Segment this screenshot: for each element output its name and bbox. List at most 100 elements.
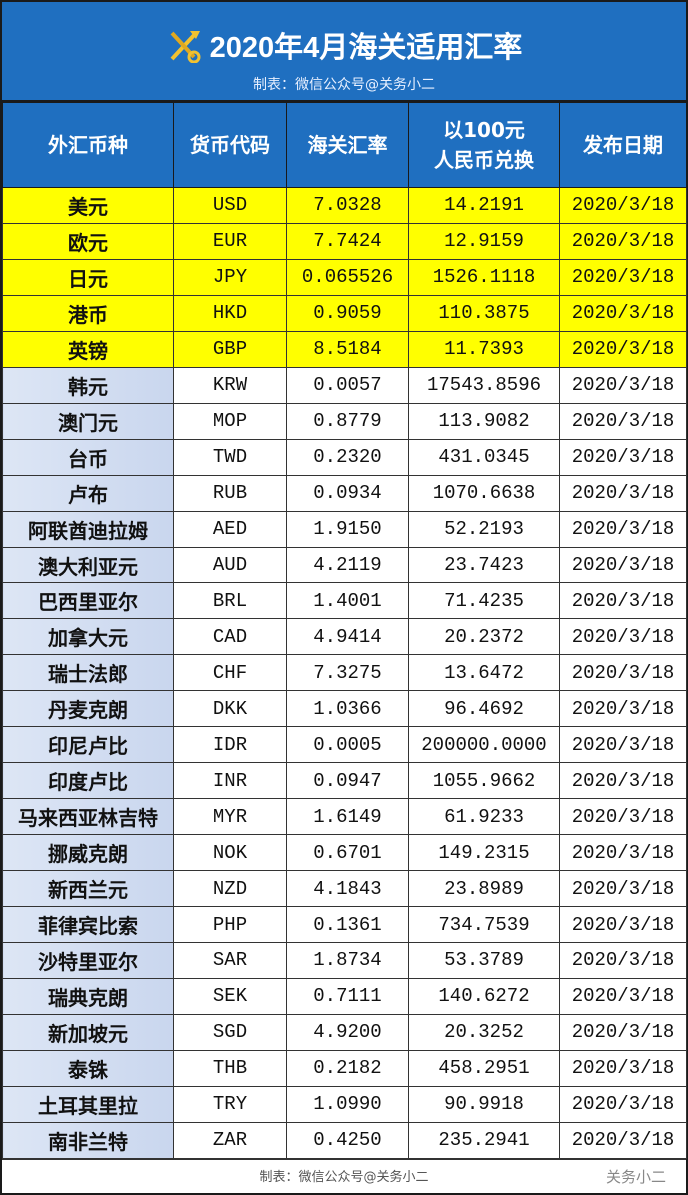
currency-name: 日元 [2,258,174,296]
publish-date: 2020/3/18 [559,1085,687,1123]
per-100-cny: 71.4235 [408,582,560,620]
currency-name: 印度卢比 [2,762,174,800]
currency-code: CAD [173,618,287,656]
table-row: 澳大利亚元 AUD 4.2119 23.7423 2020/3/18 [2,546,687,584]
table-row: 瑞典克朗 SEK 0.7111 140.6272 2020/3/18 [2,977,687,1015]
per-100-cny: 1526.1118 [408,258,560,296]
publish-date: 2020/3/18 [559,654,687,692]
currency-name: 英镑 [2,330,174,368]
publish-date: 2020/3/18 [559,798,687,836]
table-row: 新加坡元 SGD 4.9200 20.3252 2020/3/18 [2,1013,687,1051]
currency-name: 挪威克朗 [2,834,174,872]
column-header: 以100元 人民币兑换 [408,102,560,188]
customs-rate: 1.6149 [286,798,409,836]
currency-code: ZAR [173,1121,287,1159]
currency-code: TRY [173,1085,287,1123]
customs-rate: 4.2119 [286,546,409,584]
publish-date: 2020/3/18 [559,618,687,656]
table-row: 英镑 GBP 8.5184 11.7393 2020/3/18 [2,330,687,368]
customs-rate: 7.0328 [286,187,409,224]
publish-date: 2020/3/18 [559,1049,687,1087]
per-100-cny: 14.2191 [408,187,560,224]
per-100-cny: 200000.0000 [408,726,560,764]
per-100-cny: 61.9233 [408,798,560,836]
customs-rate: 0.8779 [286,402,409,440]
per-100-cny: 17543.8596 [408,366,560,404]
table-row: 马来西亚林吉特 MYR 1.6149 61.9233 2020/3/18 [2,798,687,836]
publish-date: 2020/3/18 [559,762,687,800]
publish-date: 2020/3/18 [559,474,687,512]
table-row: 欧元 EUR 7.7424 12.9159 2020/3/18 [2,222,687,260]
publish-date: 2020/3/18 [559,258,687,296]
currency-code: KRW [173,366,287,404]
table-row: 韩元 KRW 0.0057 17543.8596 2020/3/18 [2,366,687,404]
per-100-cny: 458.2951 [408,1049,560,1087]
customs-rate: 0.0005 [286,726,409,764]
currency-code: PHP [173,906,287,944]
currency-name: 土耳其里拉 [2,1085,174,1123]
table-row: 巴西里亚尔 BRL 1.4001 71.4235 2020/3/18 [2,582,687,620]
currency-code: MOP [173,402,287,440]
currency-name: 欧元 [2,222,174,260]
per-100-cny: 113.9082 [408,402,560,440]
title-banner: 2020年4月海关适用汇率 制表：微信公众号@关务小二 [2,2,686,102]
customs-rate: 0.4250 [286,1121,409,1159]
currency-code: INR [173,762,287,800]
table-row: 港币 HKD 0.9059 110.3875 2020/3/18 [2,294,687,332]
customs-rate: 7.7424 [286,222,409,260]
customs-rate: 0.9059 [286,294,409,332]
publish-date: 2020/3/18 [559,690,687,728]
customs-rate: 4.9200 [286,1013,409,1051]
currency-name: 加拿大元 [2,618,174,656]
column-header: 发布日期 [559,102,687,188]
customs-rate: 0.2182 [286,1049,409,1087]
footer-credit: 制表：微信公众号@关务小二 [259,1169,429,1185]
watermark: 关务小二 [605,1167,666,1186]
currency-name: 澳门元 [2,402,174,440]
currency-code: AUD [173,546,287,584]
currency-name: 新加坡元 [2,1013,174,1051]
publish-date: 2020/3/18 [559,870,687,908]
per-100-cny: 20.3252 [408,1013,560,1051]
publish-date: 2020/3/18 [559,977,687,1015]
subtitle: 制表：微信公众号@关务小二 [253,77,435,93]
currency-name: 卢布 [2,474,174,512]
customs-rate: 0.065526 [286,258,409,296]
currency-name: 港币 [2,294,174,332]
table-row: 日元 JPY 0.065526 1526.1118 2020/3/18 [2,258,687,296]
per-100-cny: 11.7393 [408,330,560,368]
currency-code: BRL [173,582,287,620]
table-row: 泰铢 THB 0.2182 458.2951 2020/3/18 [2,1049,687,1087]
per-100-cny: 1055.9662 [408,762,560,800]
per-100-cny: 23.7423 [408,546,560,584]
table-row: 澳门元 MOP 0.8779 113.9082 2020/3/18 [2,402,687,440]
customs-rate: 0.6701 [286,834,409,872]
customs-rate: 8.5184 [286,330,409,368]
currency-code: HKD [173,294,287,332]
publish-date: 2020/3/18 [559,438,687,476]
exchange-rate-table: 外汇币种 货币代码 海关汇率 以100元 人民币兑换 发布日期 美元 USD 7.0328 1… [2,102,687,1159]
per-100-cny: 53.3789 [408,942,560,979]
customs-rate: 4.9414 [286,618,409,656]
per-100-cny: 734.7539 [408,906,560,944]
table-row: 印尼卢比 IDR 0.0005 200000.0000 2020/3/18 [2,726,687,764]
table-row: 美元 USD 7.0328 14.2191 2020/3/18 [2,187,687,224]
currency-code: CHF [173,654,287,692]
currency-code: THB [173,1049,287,1087]
per-100-cny: 96.4692 [408,690,560,728]
currency-name: 沙特里亚尔 [2,942,174,979]
currency-name: 台币 [2,438,174,476]
table-row: 挪威克朗 NOK 0.6701 149.2315 2020/3/18 [2,834,687,872]
publish-date: 2020/3/18 [559,726,687,764]
customs-rate: 0.0934 [286,474,409,512]
customs-rate: 1.0366 [286,690,409,728]
per-100-cny: 149.2315 [408,834,560,872]
per-100-cny: 13.6472 [408,654,560,692]
table-row: 印度卢比 INR 0.0947 1055.9662 2020/3/18 [2,762,687,800]
table-row: 卢布 RUB 0.0934 1070.6638 2020/3/18 [2,474,687,512]
publish-date: 2020/3/18 [559,906,687,944]
customs-rate: 4.1843 [286,870,409,908]
per-100-cny: 20.2372 [408,618,560,656]
currency-name: 新西兰元 [2,870,174,908]
currency-code: NZD [173,870,287,908]
